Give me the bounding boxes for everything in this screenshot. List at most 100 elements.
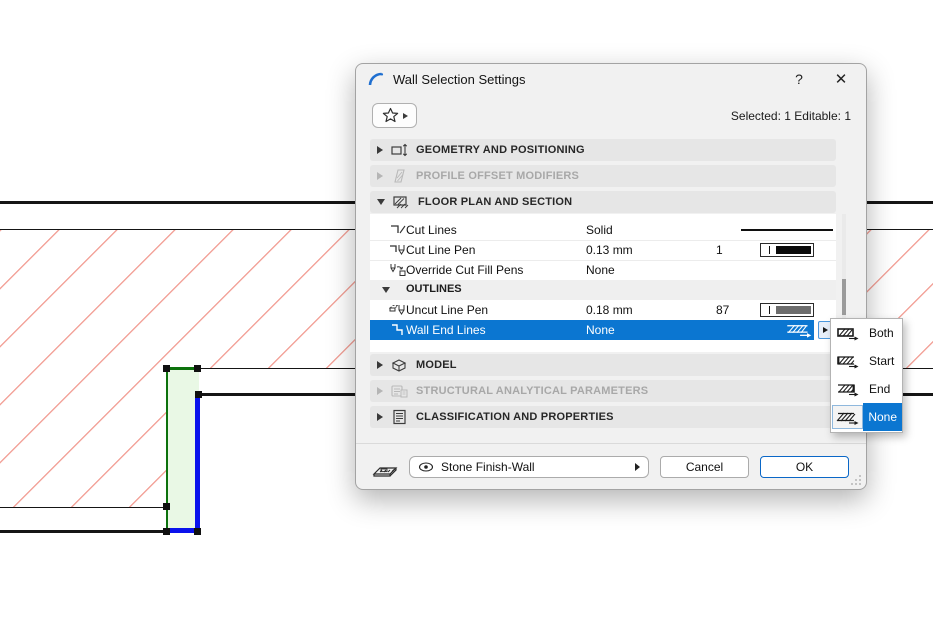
selection-handle[interactable] [163,365,170,372]
section-label: FLOOR PLAN AND SECTION [418,196,573,208]
row-label: Cut Lines [406,223,457,237]
menu-item-start[interactable]: Start [831,347,902,375]
row-value[interactable]: Solid [586,223,613,237]
row-label: Uncut Line Pen [406,303,489,317]
section-model[interactable]: MODEL [370,354,836,376]
geometry-icon [391,143,408,157]
help-button[interactable]: ? [795,71,803,87]
section-label: STRUCTURAL ANALYTICAL PARAMETERS [416,385,649,397]
wall-selection-settings-dialog: Wall Selection Settings ? ✕ Selected: 1 … [355,63,867,490]
subsection-label: OUTLINES [406,283,462,295]
row-label: Cut Line Pen [406,243,476,257]
end-lines-none-icon [836,412,859,425]
section-profile-offset-modifiers: PROFILE OFFSET MODIFIERS [370,165,836,187]
menu-item-label: Both [869,326,894,340]
section-geometry-and-positioning[interactable]: GEOMETRY AND POSITIONING [370,139,836,161]
section-label: PROFILE OFFSET MODIFIERS [416,170,580,182]
selection-handle[interactable] [163,503,170,510]
wall-favorite-icon [372,467,398,477]
row-value[interactable]: 0.18 mm [586,303,633,317]
end-lines-both-icon [837,327,859,340]
wall-end-lines-icon [392,324,403,335]
section-classification-and-properties[interactable]: CLASSIFICATION AND PROPERTIES [370,406,836,428]
selection-status: Selected: 1 Editable: 1 [730,109,851,123]
menu-item-end[interactable]: End [831,375,902,403]
row-value[interactable]: None [586,263,615,277]
cut-line-pen-icon [390,245,405,255]
section-label: GEOMETRY AND POSITIONING [416,144,585,156]
expand-arrow-icon [382,287,390,293]
close-icon[interactable]: ✕ [834,71,848,88]
row-uncut-line-pen[interactable]: Uncut Line Pen 0.18 mm 87 [370,300,836,320]
override-cut-fill-pens-icon [390,264,406,276]
left-wall-face-line [0,507,167,508]
section-structural-analytical-parameters: STRUCTURAL ANALYTICAL PARAMETERS [370,380,836,402]
menu-item-none[interactable]: None [831,403,902,431]
dialog-title: Wall Selection Settings [393,71,526,87]
structural-parameters-icon [391,385,408,398]
selection-handle[interactable] [195,391,202,398]
selection-handle[interactable] [194,528,201,535]
expand-arrow-icon [377,199,385,205]
selection-handle[interactable] [163,528,170,535]
menu-item-label: None [863,403,902,431]
row-label: Override Cut Fill Pens [406,263,524,277]
favorite-selector[interactable]: Stone Finish-Wall [409,456,649,478]
pen-color-swatch[interactable] [760,243,814,257]
collapse-arrow-icon [377,387,383,395]
section-floor-plan-and-section[interactable]: FLOOR PLAN AND SECTION [370,191,836,213]
subsection-outlines[interactable]: OUTLINES [370,280,836,300]
line-type-sample [741,229,833,231]
collapse-arrow-icon [377,172,383,180]
selected-wall-end-segment[interactable] [166,367,199,533]
end-lines-start-icon [837,355,859,368]
combo-arrow-icon [635,463,640,471]
wall-end-lines-option-icon [787,324,812,338]
cut-lines-icon [391,225,406,234]
selection-edge-bottom [166,528,200,533]
ok-button[interactable]: OK [760,456,849,478]
menu-item-both[interactable]: Both [831,319,902,347]
section-label: MODEL [416,359,457,371]
row-label: Wall End Lines [406,323,486,337]
favorites-button[interactable] [372,103,417,128]
dialog-titlebar[interactable]: Wall Selection Settings ? ✕ [356,64,866,94]
favorites-dropdown-arrow-icon [402,112,408,119]
selection-handle[interactable] [194,365,201,372]
end-lines-end-icon [838,383,859,396]
row-value[interactable]: None [586,323,615,337]
profile-offset-icon [394,169,405,183]
wall-end-lines-flyout-menu: Both Start [830,318,903,433]
collapse-arrow-icon [377,413,383,421]
row-override-cut-fill-pens[interactable]: Override Cut Fill Pens None [370,260,836,280]
star-icon [382,107,398,123]
model-icon [391,359,407,372]
collapse-arrow-icon [377,361,383,369]
uncut-line-pen-icon [389,305,405,315]
pen-number: 87 [716,303,730,317]
pen-color-swatch[interactable] [760,303,814,317]
left-wall-outer-line [0,530,167,533]
favorite-name: Stone Finish-Wall [441,460,535,474]
row-value[interactable]: 0.13 mm [586,243,633,257]
archicad-logo-icon [368,72,384,85]
menu-item-label: Start [869,354,895,368]
scrollbar-thumb[interactable] [842,279,846,315]
section-label: CLASSIFICATION AND PROPERTIES [416,411,614,423]
classification-icon [393,409,406,425]
menu-item-label: End [869,382,891,396]
resize-grip[interactable] [850,474,862,486]
flyout-arrow-icon [823,327,828,333]
cancel-button[interactable]: Cancel [660,456,749,478]
footer-separator [356,443,866,444]
row-cut-lines[interactable]: Cut Lines Solid [370,220,836,240]
floor-plan-settings-list: Cut Lines Solid Cut Line Pen 0.13 mm 1 [370,214,836,352]
selection-edge-right [195,394,200,533]
floor-plan-icon [393,196,409,209]
row-cut-line-pen[interactable]: Cut Line Pen 0.13 mm 1 [370,240,836,260]
collapse-arrow-icon [377,146,383,154]
pen-number: 1 [716,243,723,257]
row-wall-end-lines[interactable]: Wall End Lines None [370,320,833,340]
eye-icon [418,462,434,472]
